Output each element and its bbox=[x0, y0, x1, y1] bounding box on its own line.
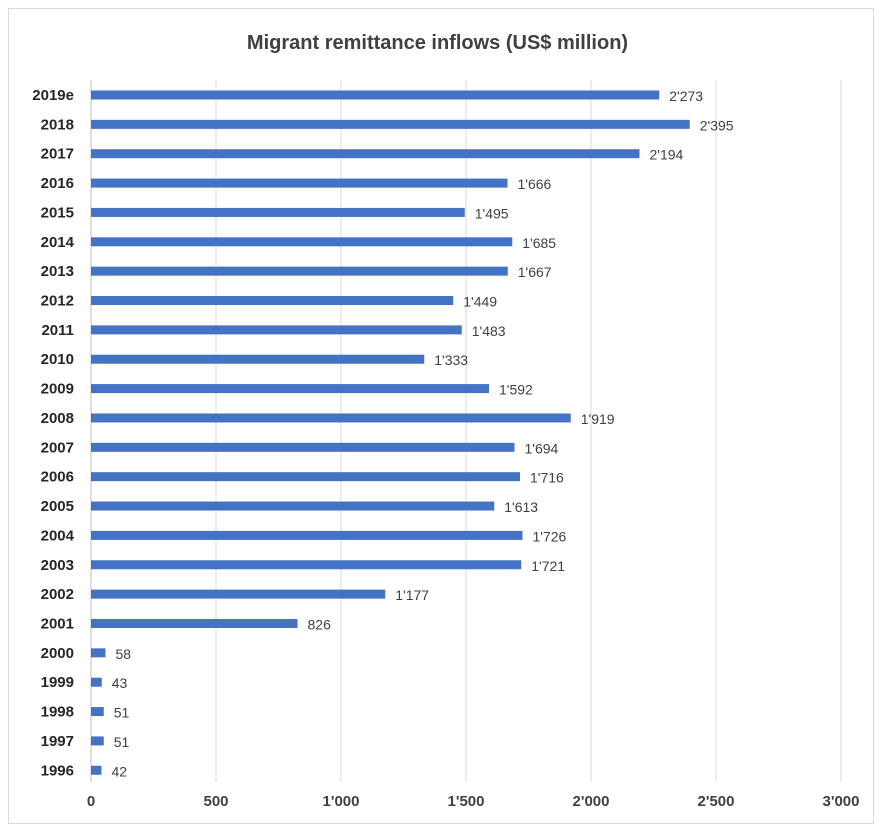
x-tick-label: 3'000 bbox=[823, 793, 860, 810]
chart-title: Migrant remittance inflows (US$ million) bbox=[246, 32, 629, 54]
category-label: 2015 bbox=[41, 204, 74, 221]
bar bbox=[91, 149, 640, 159]
category-label: 2010 bbox=[41, 351, 74, 368]
category-label: 2017 bbox=[41, 146, 74, 163]
bar bbox=[91, 442, 515, 452]
bar bbox=[91, 325, 462, 335]
category-label: 2012 bbox=[41, 293, 74, 310]
category-label: 2006 bbox=[41, 469, 74, 486]
data-label: 42 bbox=[112, 763, 128, 779]
bar bbox=[91, 736, 104, 746]
data-label: 43 bbox=[112, 675, 128, 691]
category-label: 2003 bbox=[41, 557, 74, 574]
category-label: 2004 bbox=[41, 527, 75, 544]
bar bbox=[91, 707, 104, 717]
bar bbox=[91, 530, 523, 540]
category-label: 2018 bbox=[41, 116, 74, 133]
data-label: 1'592 bbox=[499, 382, 533, 398]
bar bbox=[91, 384, 489, 394]
category-label: 2007 bbox=[41, 439, 74, 456]
data-label: 1'613 bbox=[504, 499, 538, 515]
bar bbox=[91, 413, 571, 423]
x-tick-label: 0 bbox=[87, 793, 95, 810]
data-label: 1'483 bbox=[472, 323, 506, 339]
category-label: 1999 bbox=[41, 674, 74, 691]
data-label: 1'694 bbox=[525, 440, 559, 456]
data-label: 1'667 bbox=[518, 264, 552, 280]
category-label: 2019e bbox=[32, 87, 74, 104]
data-label: 826 bbox=[308, 616, 332, 632]
category-label: 2011 bbox=[41, 322, 74, 339]
data-label: 1'716 bbox=[530, 470, 564, 486]
x-tick-label: 1'500 bbox=[448, 793, 485, 810]
category-label: 2008 bbox=[41, 410, 74, 427]
category-label: 2014 bbox=[41, 234, 75, 251]
category-label: 1997 bbox=[41, 733, 74, 750]
bar bbox=[91, 90, 660, 100]
category-label: 2001 bbox=[41, 615, 74, 632]
category-label: 1996 bbox=[41, 762, 74, 779]
category-label: 2016 bbox=[41, 175, 74, 192]
data-label: 51 bbox=[114, 705, 130, 721]
category-label: 2000 bbox=[41, 645, 74, 662]
data-label: 1'177 bbox=[395, 587, 429, 603]
bar bbox=[91, 589, 386, 599]
bar bbox=[91, 501, 495, 511]
bar bbox=[91, 560, 522, 570]
x-tick-label: 1'000 bbox=[323, 793, 360, 810]
bar bbox=[91, 648, 106, 658]
data-label: 1'495 bbox=[475, 205, 509, 221]
bar bbox=[91, 618, 298, 628]
x-tick-label: 500 bbox=[203, 793, 228, 810]
bar bbox=[91, 207, 465, 217]
data-label: 1'666 bbox=[518, 176, 552, 192]
data-label: 51 bbox=[114, 734, 130, 750]
data-label: 2'194 bbox=[650, 147, 684, 163]
data-label: 2'273 bbox=[669, 88, 703, 104]
bar bbox=[91, 677, 102, 687]
data-label: 58 bbox=[116, 646, 132, 662]
bar bbox=[91, 765, 102, 775]
category-label: 1998 bbox=[41, 704, 74, 721]
bar bbox=[91, 266, 508, 276]
data-label: 1'721 bbox=[531, 558, 565, 574]
data-label: 1'685 bbox=[522, 235, 556, 251]
bar bbox=[91, 472, 520, 482]
bar bbox=[91, 119, 690, 129]
category-label: 2002 bbox=[41, 586, 74, 603]
category-label: 2009 bbox=[41, 381, 74, 398]
bar bbox=[91, 237, 513, 247]
data-label: 1'333 bbox=[434, 352, 468, 368]
data-label: 2'395 bbox=[700, 117, 734, 133]
bar bbox=[91, 178, 508, 188]
x-tick-label: 2'000 bbox=[573, 793, 610, 810]
x-tick-label: 2'500 bbox=[698, 793, 735, 810]
data-label: 1'449 bbox=[463, 294, 497, 310]
bar bbox=[91, 354, 425, 364]
bar bbox=[91, 296, 454, 306]
data-label: 1'919 bbox=[581, 411, 615, 427]
data-label: 1'726 bbox=[533, 528, 567, 544]
category-label: 2005 bbox=[41, 498, 74, 515]
category-label: 2013 bbox=[41, 263, 74, 280]
